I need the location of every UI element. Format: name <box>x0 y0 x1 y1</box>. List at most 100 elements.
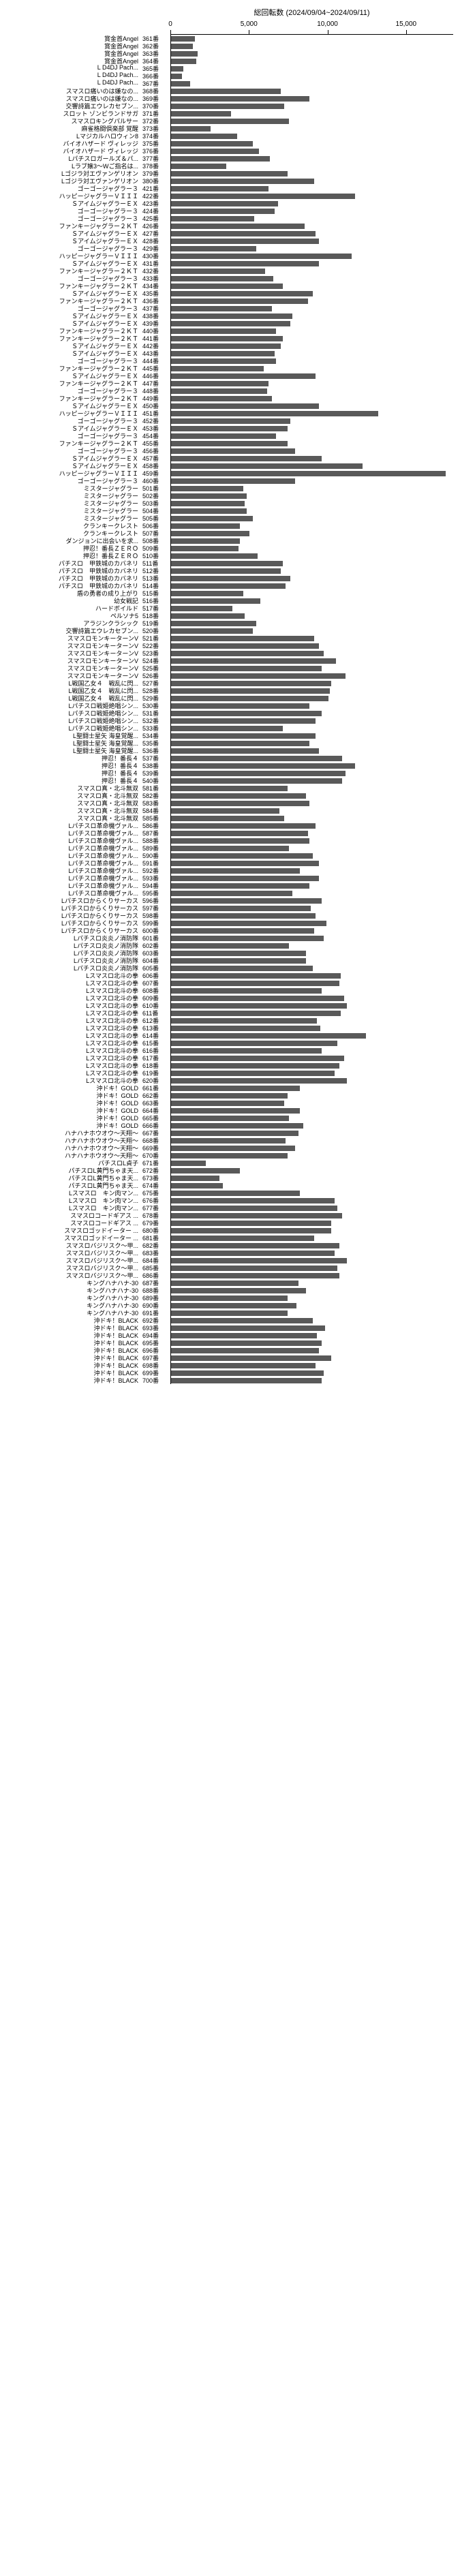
bar-row: Lスマスロ北斗の拳615番 <box>171 1039 454 1047</box>
bar-row: Lパチスロ戦姫絶唱シン...533番 <box>171 724 454 732</box>
bar <box>171 44 193 49</box>
bar <box>171 1161 206 1166</box>
bar <box>171 613 245 619</box>
bar <box>171 531 249 536</box>
bar <box>171 179 314 184</box>
bar <box>171 1221 331 1226</box>
bar <box>171 246 256 251</box>
bar-row: ハッピージャグラーＶＩＩＩ459番 <box>171 470 454 477</box>
bar-row: Lパチスロからくりサーカス599番 <box>171 919 454 927</box>
bar-row: ゴーゴージャグラー３456番 <box>171 447 454 455</box>
bar <box>171 343 281 349</box>
bar-row: Lパチスロ炎炎ノ消防隊601番 <box>171 934 454 942</box>
bar-row: スマスロモンキーターンV524番 <box>171 657 454 664</box>
bar-row: Lスマスロ北斗の拳617番 <box>171 1054 454 1062</box>
bar-row: Lパチスロ炎炎ノ消防隊602番 <box>171 942 454 949</box>
bar-row: スマスロコードギアス ...678番 <box>171 1212 454 1219</box>
bar <box>171 516 253 521</box>
bar <box>171 988 322 994</box>
bar <box>171 74 182 79</box>
bar-row: 交響詩篇エウレカセブン...520番 <box>171 627 454 634</box>
bar-row: ＳアイムジャグラーＥＸ438番 <box>171 312 454 320</box>
bar-row: Lパチスロ革命機ヴァル...587番 <box>171 829 454 837</box>
bar-row: Lパチスロ革命機ヴァル...590番 <box>171 852 454 859</box>
bar <box>171 1131 298 1136</box>
bar-row: 押忍！番長ＺＥＲＯ509番 <box>171 545 454 552</box>
bar-row: ミスタージャグラー501番 <box>171 485 454 492</box>
bar-row: 沖ドキ！GOLD663番 <box>171 1099 454 1107</box>
bar <box>171 66 183 72</box>
bar <box>171 426 288 431</box>
bar <box>171 696 328 701</box>
bar <box>171 149 259 154</box>
chart-container: 総回転数 (2024/09/04~2024/09/11) 05,00010,00… <box>7 7 453 1384</box>
bar <box>171 216 254 221</box>
bar <box>171 1318 313 1323</box>
bar <box>171 51 198 57</box>
bar <box>171 403 319 409</box>
bar <box>171 1041 337 1046</box>
bar <box>171 1340 322 1346</box>
bar <box>171 1071 335 1076</box>
bar-row: Lパチスロガールズ＆パ...377番 <box>171 155 454 162</box>
bar <box>171 906 311 911</box>
bar <box>171 291 313 296</box>
bar-row: L聖闘士星矢 海皇覚醒...536番 <box>171 747 454 754</box>
bar-row: 押忍！番長４538番 <box>171 762 454 769</box>
bar <box>171 921 326 926</box>
bar-row: ファンキージャグラー２ＫＴ434番 <box>171 282 454 290</box>
bar-row: ハナハナホウオウ～天翔～670番 <box>171 1152 454 1159</box>
bar <box>171 313 292 319</box>
bar-row: ＳアイムジャグラーＥＸ428番 <box>171 237 454 245</box>
bar <box>171 703 309 709</box>
bar-row: パチスロL黄門ちゃま天...672番 <box>171 1167 454 1174</box>
bar-row: ハッピージャグラーＶＩＩＩ451番 <box>171 410 454 417</box>
bar-row: バイオハザード ヴィレッジ375番 <box>171 140 454 147</box>
bar-row: L戦国乙女４ 戦乱に閃...527番 <box>171 679 454 687</box>
bar <box>171 1146 295 1151</box>
bar-row: ゴーゴージャグラー３424番 <box>171 207 454 215</box>
bar-row: 沖ドキ！GOLD661番 <box>171 1084 454 1092</box>
bar <box>171 1251 335 1256</box>
bar-row: Lパチスロ戦姫絶唱シン...532番 <box>171 717 454 724</box>
bar <box>171 928 314 934</box>
bar <box>171 283 283 289</box>
bar <box>171 501 245 506</box>
bar <box>171 231 316 236</box>
bar <box>171 1093 288 1099</box>
bar <box>171 598 260 604</box>
bar <box>171 486 243 491</box>
bar-row: Lゴジラ対エヴァンゲリオン379番 <box>171 170 454 177</box>
bar <box>171 111 231 117</box>
bar <box>171 1191 300 1196</box>
bar <box>171 1243 339 1248</box>
bar <box>171 478 295 484</box>
bar <box>171 778 342 784</box>
bar-row: 沖ドキ！BLACK696番 <box>171 1347 454 1354</box>
bar-row: Lスマスロ北斗の拳607番 <box>171 979 454 987</box>
bar-row: ミスタージャグラー505番 <box>171 515 454 522</box>
bar-row: Lパチスロ革命機ヴァル...588番 <box>171 837 454 844</box>
bar-row: スマスロ真・北斗無双583番 <box>171 799 454 807</box>
bar-row: クランキークレスト506番 <box>171 522 454 530</box>
bar <box>171 1198 335 1203</box>
bar <box>171 576 290 581</box>
bar <box>171 943 289 949</box>
bar-row: キングハナハナ-30690番 <box>171 1302 454 1309</box>
bar-row: ゴーゴージャグラー３452番 <box>171 417 454 425</box>
bar-row: 幼女戦記516番 <box>171 597 454 604</box>
bar-row: スマスロバジリスク～甲...682番 <box>171 1242 454 1249</box>
bar <box>171 606 232 611</box>
bar <box>171 741 309 746</box>
bar-row: パチスロ 甲鉄城のカバネリ513番 <box>171 574 454 582</box>
bar-row: Lゴジラ対エヴァンゲリオン380番 <box>171 177 454 185</box>
bar-row: パチスロL黄門ちゃま天...674番 <box>171 1182 454 1189</box>
bar <box>171 1078 347 1084</box>
bar-row: Lパチスロ革命機ヴァル...592番 <box>171 867 454 874</box>
bar <box>171 358 276 364</box>
bar-row: キングハナハナ-30689番 <box>171 1294 454 1302</box>
bar <box>171 1288 306 1293</box>
bar <box>171 591 243 596</box>
bar <box>171 831 308 836</box>
bar <box>171 1153 288 1159</box>
